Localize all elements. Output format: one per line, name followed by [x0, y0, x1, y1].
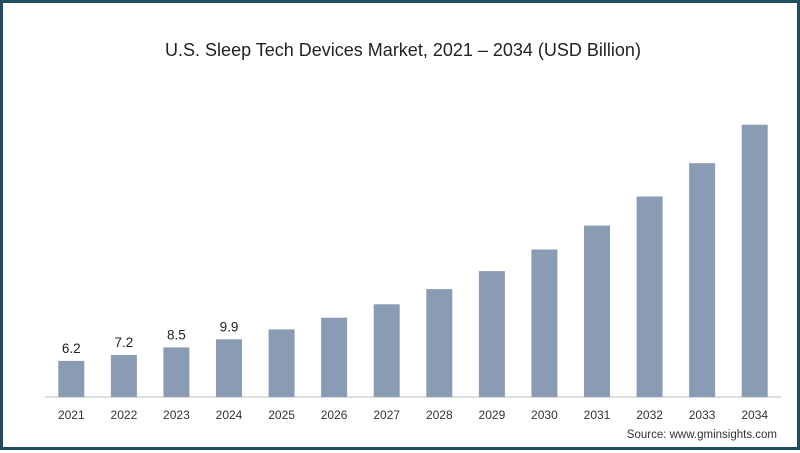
x-tick-label: 2029: [479, 408, 506, 422]
data-label-2021: 6.2: [62, 341, 81, 356]
data-label-2024: 9.9: [220, 319, 239, 334]
data-label-2023: 8.5: [167, 327, 186, 342]
bar-2023: [163, 347, 190, 397]
bar-2028: [426, 289, 453, 397]
x-tick-label: 2025: [268, 408, 295, 422]
x-tick-label: 2032: [636, 408, 663, 422]
x-tick-label: 2023: [163, 408, 190, 422]
data-label-2022: 7.2: [115, 335, 134, 350]
x-tick-label: 2034: [741, 408, 768, 422]
x-tick-label: 2021: [58, 408, 85, 422]
bar-2033: [689, 163, 716, 397]
source-note: Source: www.gminsights.com: [626, 429, 777, 441]
bar-2032: [636, 196, 663, 397]
chart-title: U.S. Sleep Tech Devices Market, 2021 – 2…: [165, 40, 641, 60]
x-tick-label: 2030: [531, 408, 558, 422]
bar-2027: [373, 304, 400, 397]
bar-2024: [216, 339, 242, 397]
x-tick-label: 2031: [584, 408, 611, 422]
bar-2022: [110, 355, 137, 397]
x-tick-label: 2024: [216, 408, 243, 422]
x-tick-label: 2028: [426, 408, 453, 422]
x-tick-label: 2033: [689, 408, 716, 422]
x-tick-label: 2026: [321, 408, 348, 422]
x-tick-label: 2022: [111, 408, 138, 422]
bar-2021: [58, 360, 85, 397]
bar-2031: [584, 225, 610, 397]
x-tick-label: 2027: [373, 408, 400, 422]
bar-2029: [478, 271, 505, 397]
bar-2025: [268, 329, 295, 397]
bar-2026: [321, 317, 348, 397]
bar-2030: [531, 249, 558, 397]
bar-chart: 2021 6.2 2022 7.2 2023 8.5 2024 9.9 2025 2026 2027…: [45, 124, 781, 422]
bar-2034: [741, 124, 768, 397]
